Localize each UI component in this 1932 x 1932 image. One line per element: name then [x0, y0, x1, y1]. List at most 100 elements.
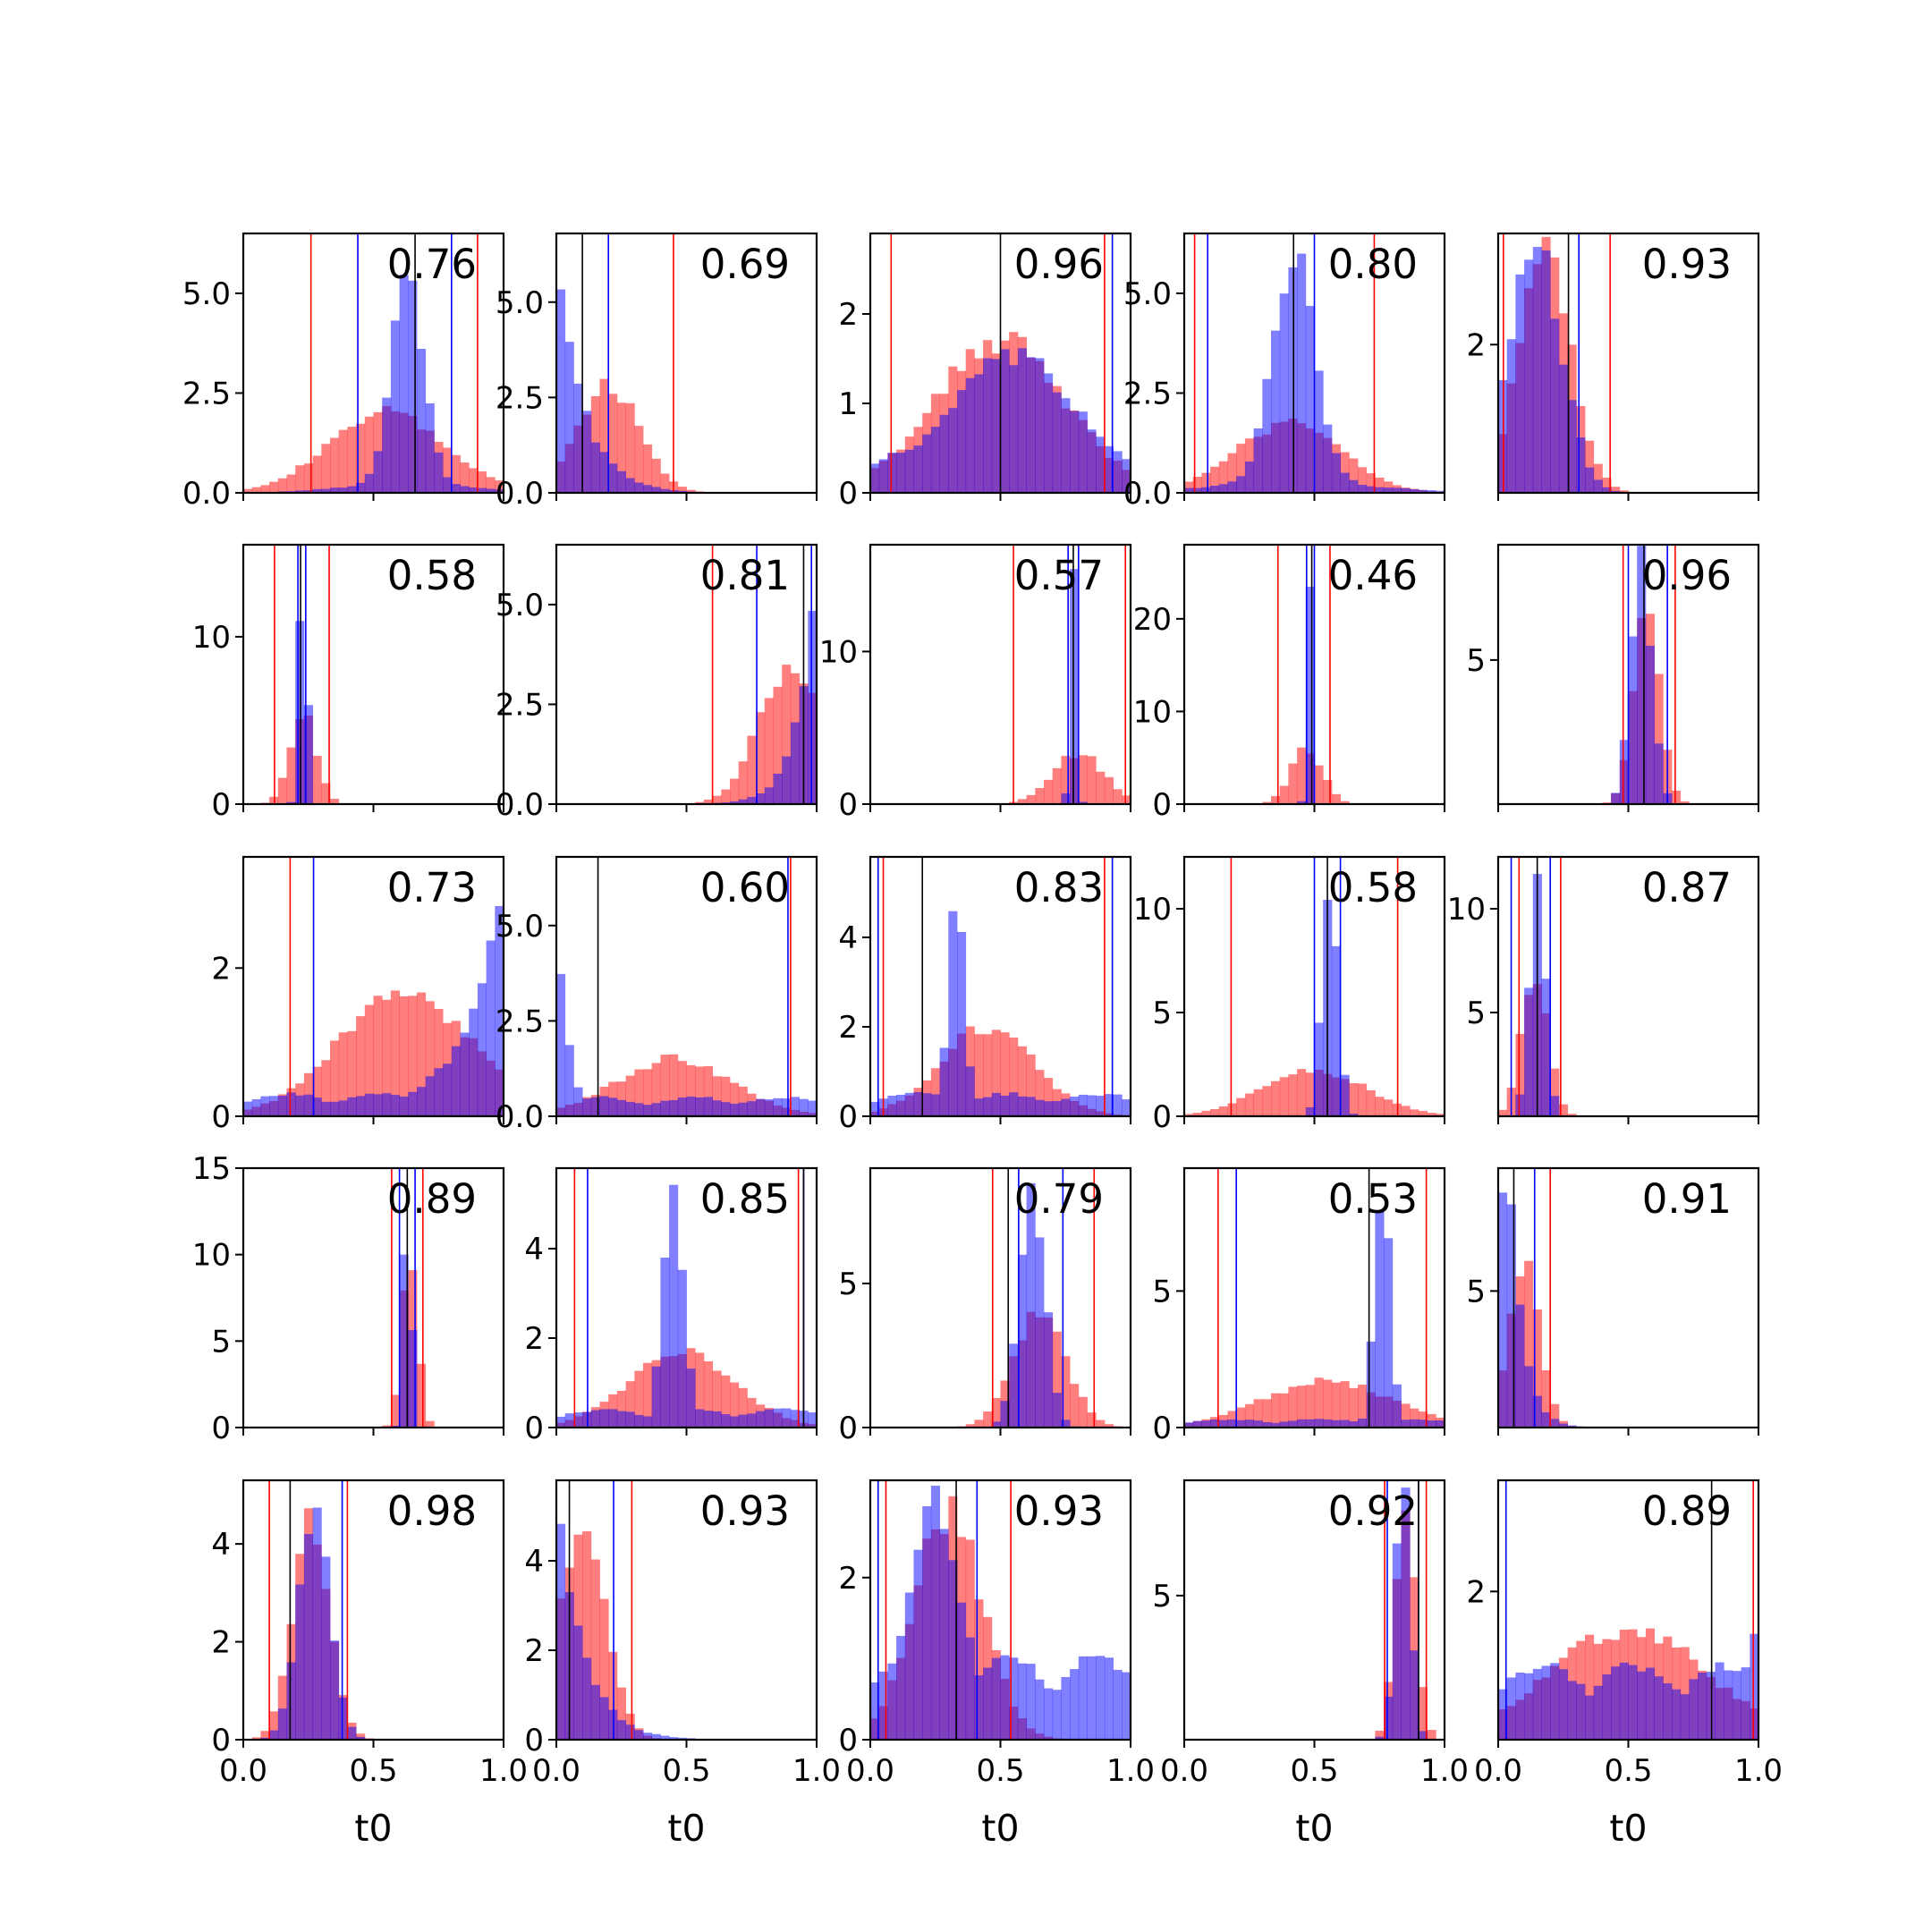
blue-bar	[1498, 1689, 1508, 1740]
blue-bar	[1227, 481, 1237, 493]
blue-bar	[1009, 1343, 1019, 1428]
red-bar	[677, 487, 687, 493]
blue-bar	[1305, 586, 1315, 804]
red-bar	[1375, 1731, 1385, 1740]
red-bar	[1375, 1097, 1385, 1116]
blue-bar	[991, 1421, 1001, 1428]
blue-bar	[321, 488, 331, 493]
x-tick-label: 1.0	[1106, 1753, 1155, 1789]
red-bar	[1654, 674, 1664, 804]
red-bar	[1418, 1687, 1428, 1740]
y-tick-label: 2	[1466, 1574, 1486, 1610]
blue-bar	[373, 1094, 383, 1116]
red-bar	[1262, 801, 1272, 804]
red-bar	[1427, 1730, 1436, 1740]
red-bar	[1375, 477, 1385, 493]
panel-4-2: 0 2 4 0.85	[524, 1166, 818, 1446]
blue-bar	[338, 1100, 348, 1116]
panel-annotation: 0.76	[387, 241, 477, 288]
panel-4-5: 50.91	[1466, 1166, 1760, 1436]
blue-bar	[677, 1097, 687, 1116]
y-tick-label: 4	[524, 1232, 544, 1267]
x-tick-label: 1.0	[1420, 1753, 1469, 1789]
blue-bar	[1035, 1237, 1045, 1428]
blue-bar	[1087, 1095, 1097, 1116]
red-bar	[330, 437, 340, 493]
blue-bar	[434, 1068, 444, 1116]
blue-bar	[1550, 318, 1560, 493]
y-tick-label: 0	[838, 1099, 858, 1135]
blue-bar	[1210, 485, 1220, 493]
blue-bar	[1201, 487, 1211, 493]
y-tick-label: 20	[1133, 602, 1172, 638]
red-bar	[730, 778, 740, 804]
blue-bar	[1009, 365, 1019, 493]
red-bar	[747, 735, 757, 804]
red-bar	[660, 473, 670, 493]
blue-bar	[1366, 486, 1376, 493]
red-bar	[643, 1069, 653, 1116]
red-bar	[451, 454, 461, 493]
panel-1-2: 0.0 2.5 5.0 0.69	[496, 232, 818, 512]
red-bar	[1288, 1074, 1298, 1116]
blue-bar	[1384, 1696, 1394, 1740]
blue-bar	[1524, 1366, 1534, 1428]
blue-bar	[738, 1414, 748, 1428]
blue-bar	[878, 459, 888, 493]
blue-bar	[1279, 1421, 1289, 1428]
blue-bar	[1096, 436, 1106, 493]
panel-annotation: 0.46	[1328, 552, 1418, 599]
red-bar	[1017, 1046, 1027, 1116]
blue-bar	[564, 1413, 574, 1428]
blue-bar	[808, 1412, 818, 1428]
blue-bar	[477, 487, 487, 493]
red-bar	[399, 996, 409, 1116]
blue-bar	[495, 905, 504, 1116]
x-tick-label: 0.5	[1604, 1753, 1652, 1789]
blue-bar	[582, 1098, 592, 1116]
blue-bar	[965, 377, 975, 493]
blue-bar	[460, 1032, 470, 1116]
blue-bar	[634, 1730, 644, 1740]
blue-bar	[1541, 979, 1551, 1116]
blue-bar	[983, 1667, 993, 1740]
red-bar	[1358, 467, 1368, 493]
blue-bar	[1349, 1421, 1359, 1428]
blue-bar	[1340, 472, 1350, 493]
y-tick-label: 10	[192, 620, 231, 656]
y-tick-label: 0	[838, 787, 858, 823]
blue-bar	[643, 1105, 653, 1116]
blue-bar	[1323, 424, 1333, 493]
red-bar	[1532, 1309, 1542, 1428]
x-tick-label: 1.0	[479, 1753, 528, 1789]
red-bar	[1619, 490, 1629, 493]
red-bar	[469, 468, 479, 493]
blue-bar	[1410, 1650, 1419, 1740]
y-tick-label: 2.5	[1123, 376, 1172, 411]
blue-bar	[356, 482, 366, 493]
red-bar	[417, 1363, 427, 1428]
red-bar	[1096, 771, 1106, 804]
y-tick-label: 5	[1466, 1274, 1486, 1309]
blue-bar	[1052, 1393, 1062, 1428]
blue-bar	[303, 1533, 313, 1740]
red-bar	[1297, 747, 1307, 804]
red-bar	[1000, 1032, 1010, 1116]
red-bar	[1035, 1070, 1045, 1116]
blue-bar	[887, 1663, 897, 1740]
blue-bar	[556, 973, 566, 1116]
red-bar	[1384, 1099, 1394, 1116]
blue-bar	[303, 490, 313, 493]
blue-bar	[1401, 487, 1411, 493]
blue-bar	[782, 756, 792, 804]
blue-bar	[764, 1099, 774, 1116]
red-bar	[1524, 1260, 1534, 1428]
blue-bar	[773, 1097, 783, 1116]
blue-bar	[469, 487, 479, 493]
blue-bar	[1418, 1731, 1428, 1740]
blue-bar	[1654, 743, 1664, 804]
blue-bar	[1000, 1095, 1010, 1116]
blue-bar	[356, 1736, 366, 1740]
blue-bar	[790, 722, 800, 804]
blue-bar	[904, 449, 914, 493]
